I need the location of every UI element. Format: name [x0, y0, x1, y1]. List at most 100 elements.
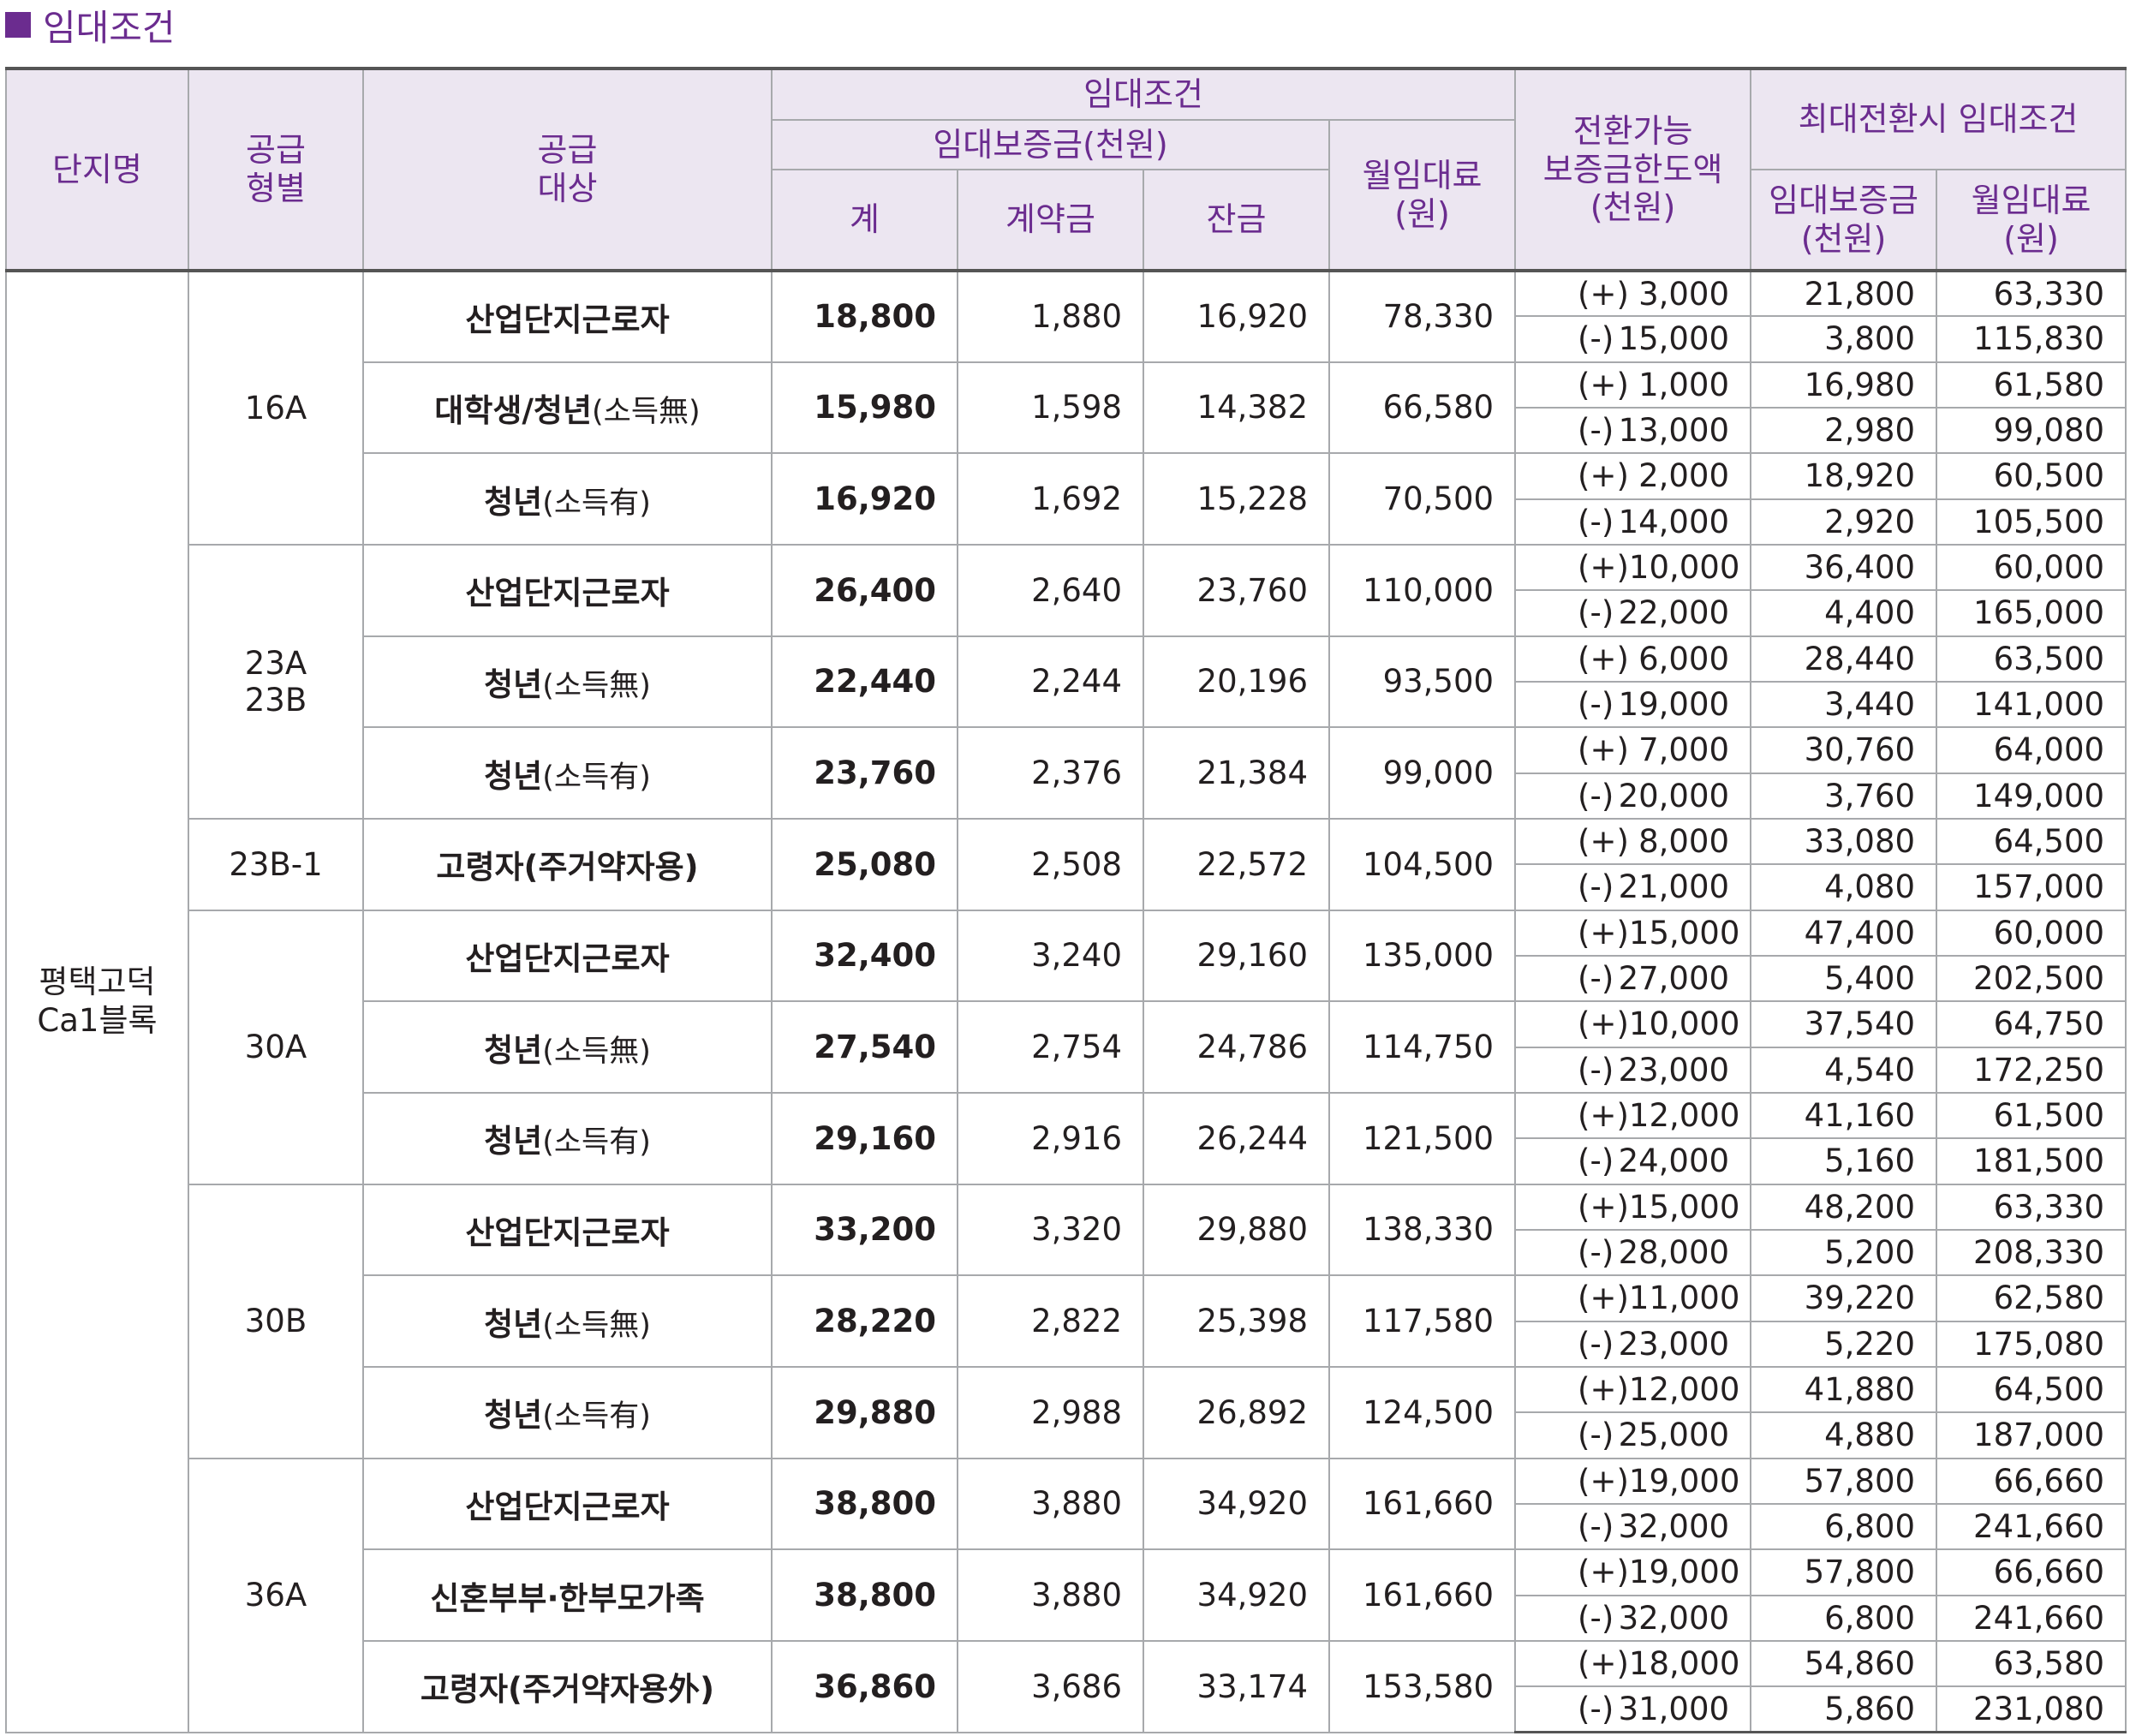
conversion-limit-value: 10,000: [1628, 1005, 1740, 1043]
conversion-sign: (-): [1578, 960, 1614, 998]
table-row: (-) 23,000 4,540 172,250: [6, 1046, 2127, 1094]
supply-target-cell: 청년(소득有): [362, 726, 773, 820]
deposit-total-cell: 23,760: [771, 726, 958, 820]
max-rent-cell: 231,080: [1936, 1685, 2127, 1734]
conversion-limit: (+) 12,000: [1517, 1097, 1749, 1135]
conversion-limit-cell: (-) 32,000: [1514, 1502, 1752, 1551]
supply-target-cell: 산업단지근로자: [362, 1183, 773, 1277]
table-row: (-) 14,000 2,920 105,500: [6, 498, 2127, 546]
conversion-sign: (+): [1578, 275, 1629, 313]
supply-target-note: (소득有): [542, 1399, 651, 1435]
conversion-limit-value: 12,000: [1628, 1371, 1740, 1409]
conversion-limit-value: 6,000: [1638, 640, 1730, 677]
supply-target-cell: 산업단지근로자: [362, 1457, 773, 1551]
deposit-contract-cell: 3,880: [957, 1457, 1144, 1551]
deposit-balance-cell: 33,174: [1143, 1639, 1330, 1733]
table-row: (-) 25,000 4,880 187,000: [6, 1411, 2127, 1459]
conversion-limit-value: 22,000: [1618, 594, 1730, 632]
supply-target-note: (소득有): [542, 486, 651, 521]
max-deposit-cell: 47,400: [1750, 909, 1938, 957]
conversion-sign: (+): [1578, 1097, 1629, 1135]
deposit-balance-cell: 23,760: [1143, 543, 1330, 637]
conversion-sign: (-): [1578, 1417, 1614, 1454]
max-rent-cell: 115,830: [1936, 315, 2127, 363]
supply-type-cell: 23B-1: [188, 817, 364, 911]
conversion-sign: (-): [1578, 1508, 1614, 1546]
supply-target: 산업단지근로자: [465, 1214, 670, 1251]
supply-type: 30B: [244, 1303, 307, 1340]
header-deposit-group: 임대보증금(천원): [771, 119, 1330, 170]
max-deposit-cell: 2,920: [1750, 498, 1938, 546]
deposit-contract-cell: 2,754: [957, 1000, 1144, 1094]
supply-target-cell: 청년(소득無): [362, 635, 773, 729]
table-row: 청년(소득無) 22,440 2,244 20,196 93,500 (+) 6,000 28…: [6, 635, 2127, 729]
deposit-balance-cell: 25,398: [1143, 1274, 1330, 1368]
max-deposit-cell: 37,540: [1750, 1000, 1938, 1048]
deposit-total-cell: 29,160: [771, 1091, 958, 1185]
max-deposit-cell: 39,220: [1750, 1274, 1938, 1322]
table-row: (-) 13,000 2,980 99,080: [6, 406, 2127, 455]
header-max-conversion: 최대전환시 임대조건: [1750, 67, 2127, 170]
deposit-contract-cell: 3,686: [957, 1639, 1144, 1733]
max-deposit-cell: 57,800: [1750, 1457, 1938, 1505]
conversion-limit: (+) 19,000: [1517, 1554, 1749, 1591]
max-deposit-cell: 4,080: [1750, 863, 1938, 911]
conversion-sign: (+): [1578, 1554, 1629, 1591]
deposit-contract-cell: 2,508: [957, 817, 1144, 911]
conversion-sign: (+): [1578, 823, 1629, 861]
supply-target-cell: 청년(소득有): [362, 1091, 773, 1185]
conversion-limit-value: 21,000: [1618, 868, 1730, 906]
max-rent-cell: 141,000: [1936, 680, 2127, 729]
table-row: 23B-1 고령자(주거약자용) 25,080 2,508 22,572 104,500(…: [6, 817, 2127, 911]
supply-target: 청년: [484, 1305, 543, 1343]
deposit-total-cell: 29,880: [771, 1365, 958, 1459]
conversion-limit-cell: (+) 7,000: [1514, 726, 1752, 774]
conversion-limit-value: 20,000: [1618, 777, 1730, 814]
monthly-rent-cell: 114,750: [1328, 1000, 1517, 1094]
deposit-contract-cell: 3,320: [957, 1183, 1144, 1277]
table-row: 신혼부부·한부모가족 38,800 3,880 34,920 161,660 (+) 19,…: [6, 1548, 2127, 1642]
max-rent-cell: 64,500: [1936, 1365, 2127, 1414]
deposit-contract-cell: 1,598: [957, 361, 1144, 455]
conversion-sign: (+): [1578, 914, 1629, 952]
max-rent-cell: 63,500: [1936, 635, 2127, 683]
conversion-sign: (-): [1578, 1599, 1614, 1637]
deposit-total-cell: 36,860: [771, 1639, 958, 1733]
conversion-limit-cell: (-) 15,000: [1514, 315, 1752, 363]
monthly-rent-cell: 161,660: [1328, 1548, 1517, 1642]
conversion-limit-value: 25,000: [1618, 1417, 1730, 1454]
max-rent-cell: 105,500: [1936, 498, 2127, 546]
max-rent-cell: 63,580: [1936, 1639, 2127, 1688]
conversion-limit-value: 32,000: [1618, 1599, 1730, 1637]
conversion-sign: (+): [1578, 549, 1629, 587]
conversion-limit-cell: (-) 24,000: [1514, 1137, 1752, 1185]
max-deposit-cell: 4,540: [1750, 1046, 1938, 1094]
max-rent-cell: 181,500: [1936, 1137, 2127, 1185]
max-rent-cell: 61,580: [1936, 361, 2127, 409]
conversion-limit-cell: (-) 25,000: [1514, 1411, 1752, 1459]
conversion-limit-cell: (+) 1,000: [1514, 361, 1752, 409]
header-supply-type-label: 공급 형별: [246, 131, 306, 207]
supply-target-cell: 청년(소득有): [362, 452, 773, 546]
monthly-rent-cell: 138,330: [1328, 1183, 1517, 1277]
table-row: (-) 15,000 3,800 115,830: [6, 315, 2127, 363]
table-row: (-) 28,000 5,200 208,330: [6, 1228, 2127, 1277]
monthly-rent-cell: 117,580: [1328, 1274, 1517, 1368]
deposit-contract-cell: 1,880: [957, 269, 1144, 363]
conversion-limit: (-) 24,000: [1517, 1142, 1749, 1179]
conversion-limit-cell: (-) 23,000: [1514, 1320, 1752, 1368]
supply-target-cell: 청년(소득無): [362, 1274, 773, 1368]
max-deposit-cell: 54,860: [1750, 1639, 1938, 1688]
max-deposit-cell: 30,760: [1750, 726, 1938, 774]
table-row: (-) 23,000 5,220 175,080: [6, 1320, 2127, 1368]
supply-type: 16A: [244, 389, 307, 427]
table-row: 평택고덕 Ca1블록 16A 산업단지근로자 18,800 1,880 16,920 78,…: [5, 268, 2127, 1733]
header-max-rent-label: 월임대료 (원): [1971, 181, 2091, 258]
conversion-limit: (+) 6,000: [1517, 640, 1749, 677]
conversion-limit-cell: (+) 10,000: [1514, 1000, 1752, 1048]
conversion-limit-cell: (-) 19,000: [1514, 680, 1752, 729]
conversion-limit: (+) 18,000: [1517, 1645, 1749, 1682]
table-row: (-) 32,000 6,800 241,660: [6, 1502, 2127, 1551]
header-conversion-limit-label: 전환가능 보증금한도액 (천원): [1542, 111, 1723, 227]
supply-target: 청년: [484, 665, 543, 703]
